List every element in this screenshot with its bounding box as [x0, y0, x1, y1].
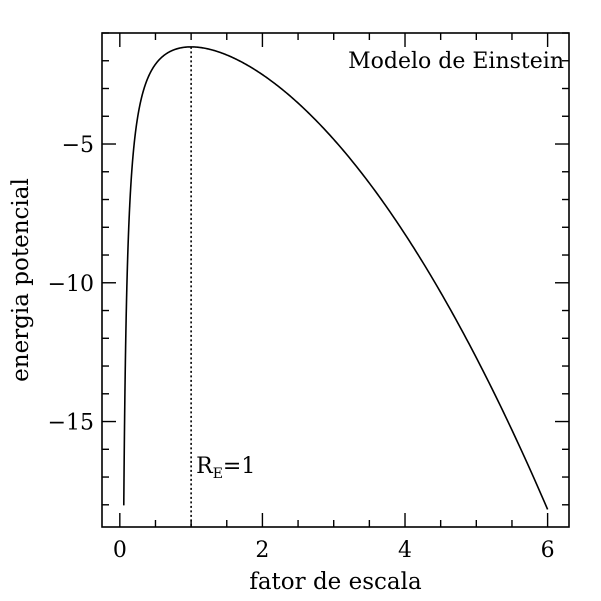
potential-energy-curve [122, 46, 549, 510]
ticks-group [102, 32, 569, 527]
tick-labels-group: 0 2 4 6 −15 −10 −5 [48, 133, 555, 563]
x-tick-label: 0 [113, 538, 127, 563]
x-tick-label: 6 [541, 538, 555, 563]
model-annotation: Modelo de Einstein [348, 49, 564, 74]
marker-label-main: R [196, 454, 214, 479]
marker-label-value: =1 [223, 454, 255, 479]
y-tick-label: −15 [48, 411, 94, 436]
plot-frame [101, 32, 570, 528]
y-tick-label: −5 [62, 133, 94, 158]
x-tick-label: 2 [255, 538, 269, 563]
y-axis-label: energia potencial [8, 178, 34, 382]
x-tick-label: 4 [398, 538, 412, 563]
x-axis-label: fator de escala [249, 569, 422, 595]
marker-label-subscript: E [213, 466, 223, 482]
y-tick-label: −10 [48, 272, 94, 297]
marker-label: RE=1 [196, 454, 255, 482]
